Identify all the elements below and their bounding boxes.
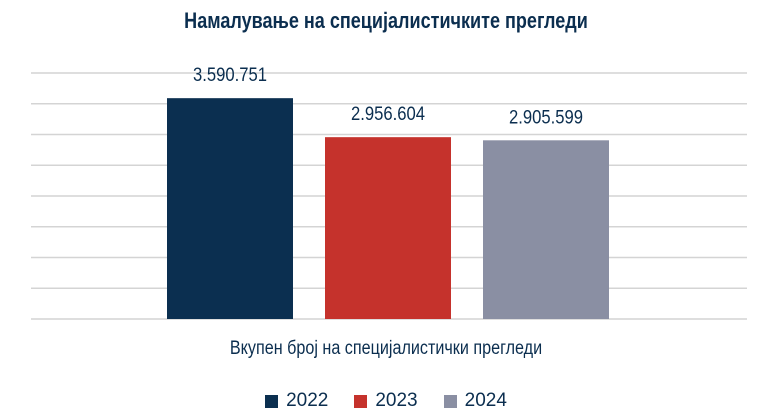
- bar-2024: [483, 140, 609, 319]
- bar-2023: [325, 137, 451, 319]
- bar-2022: [167, 98, 293, 319]
- legend-swatch: [265, 394, 279, 408]
- legend-swatch: [443, 394, 457, 408]
- data-label-2024: 2.905.599: [509, 107, 583, 128]
- legend-label: 2024: [464, 390, 507, 411]
- legend: 2022 2023 2024: [0, 390, 772, 412]
- legend-swatch: [354, 394, 368, 408]
- x-axis-label: Вкупен број на специјалистички прегледи: [229, 338, 543, 359]
- legend-item-2024: 2024: [443, 390, 507, 412]
- data-label-2022: 3.590.751: [193, 65, 267, 86]
- legend-item-2023: 2023: [354, 390, 418, 412]
- data-label-2023: 2.956.604: [351, 104, 425, 125]
- legend-label: 2023: [375, 390, 418, 411]
- legend-item-2022: 2022: [265, 390, 328, 412]
- legend-label: 2022: [286, 390, 329, 411]
- chart-title: Намалување на специјалистичките прегледи: [184, 8, 588, 33]
